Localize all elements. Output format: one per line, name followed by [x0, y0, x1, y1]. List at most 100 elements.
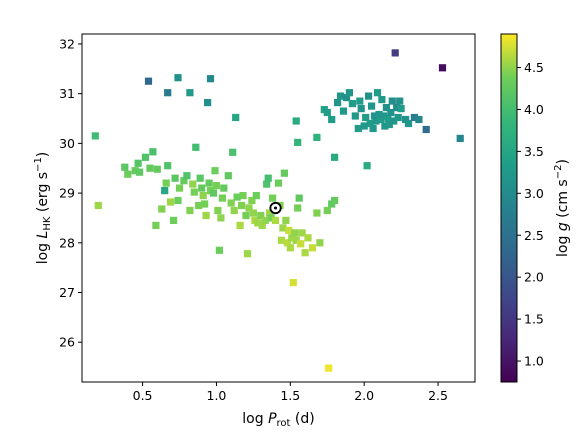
- data-point: [363, 162, 371, 170]
- colorbar-tick-label: 4.5: [524, 60, 544, 75]
- data-point: [190, 188, 198, 196]
- y-axis-ticks: 26 27 28 29 30 31 32: [59, 36, 82, 350]
- data-point: [146, 164, 154, 172]
- x-tick-label: 2.0: [354, 388, 374, 403]
- data-point: [215, 246, 223, 254]
- data-point: [279, 224, 287, 232]
- x-tick-label: 2.5: [428, 388, 448, 403]
- data-point: [334, 99, 342, 107]
- data-point: [267, 214, 275, 222]
- data-point: [277, 236, 286, 244]
- colorbar-tick-label: 4.0: [524, 102, 544, 117]
- data-point: [211, 167, 219, 175]
- data-point: [294, 204, 302, 212]
- data-point: [390, 117, 398, 125]
- data-point: [174, 74, 182, 82]
- data-point: [198, 184, 206, 192]
- data-point: [189, 180, 197, 188]
- data-point: [285, 226, 293, 234]
- data-point: [232, 113, 240, 122]
- data-point: [282, 216, 290, 224]
- data-point: [438, 64, 447, 72]
- data-point: [323, 108, 331, 117]
- data-point: [183, 172, 191, 180]
- data-point: [152, 221, 160, 229]
- x-axis-label: log Prot (d): [242, 411, 314, 429]
- data-point: [339, 107, 348, 115]
- data-point: [283, 239, 291, 247]
- data-point: [388, 97, 396, 105]
- data-point: [385, 120, 393, 129]
- data-point: [224, 172, 232, 180]
- data-point: [365, 92, 373, 100]
- x-tick-label: 1.5: [280, 388, 300, 403]
- data-point: [402, 115, 410, 124]
- data-point: [372, 117, 380, 125]
- data-point: [394, 113, 402, 122]
- data-point: [356, 97, 364, 105]
- data-point: [252, 192, 260, 200]
- data-point: [238, 201, 246, 210]
- data-point: [170, 216, 178, 224]
- plot-frame: [81, 33, 476, 383]
- data-point: [295, 194, 303, 202]
- data-point: [158, 205, 166, 213]
- data-point: [375, 110, 383, 119]
- colorbar-tick-label: 1.5: [524, 312, 544, 327]
- data-point: [121, 163, 129, 171]
- data-point: [301, 249, 309, 257]
- x-tick-label: 0.5: [133, 388, 153, 403]
- data-point: [360, 122, 368, 130]
- data-point: [328, 115, 336, 124]
- data-point: [331, 196, 339, 205]
- data-point: [249, 209, 257, 217]
- data-point: [186, 89, 194, 97]
- data-point: [206, 75, 215, 83]
- data-point: [236, 221, 244, 229]
- data-point: [227, 199, 235, 207]
- data-point: [264, 174, 272, 182]
- data-point: [404, 119, 413, 128]
- y-tick-label: 28: [59, 235, 75, 250]
- data-point: [384, 114, 392, 123]
- x-axis-ticks: 0.5 1.0 1.5 2.0 2.5: [133, 382, 448, 403]
- data-point: [131, 167, 139, 175]
- data-point: [382, 104, 390, 112]
- data-point: [263, 180, 271, 188]
- data-point: [195, 201, 203, 210]
- data-point: [218, 194, 226, 202]
- data-point: [292, 117, 300, 125]
- data-point: [331, 153, 339, 161]
- data-point: [192, 143, 200, 151]
- colorbar: [500, 33, 518, 383]
- sun-marker: [269, 201, 282, 215]
- data-point: [202, 211, 210, 220]
- colorbar-tick-label: 1.0: [524, 354, 544, 369]
- data-point: [387, 108, 395, 117]
- data-point: [204, 99, 212, 107]
- y-tick-label: 26: [59, 335, 75, 350]
- data-point: [91, 132, 99, 140]
- data-point: [196, 174, 204, 182]
- data-point: [271, 216, 280, 224]
- data-point: [373, 89, 382, 97]
- data-point: [243, 250, 252, 258]
- data-point: [245, 204, 253, 212]
- data-points: [91, 49, 464, 372]
- data-point: [261, 216, 269, 224]
- data-point: [325, 364, 333, 372]
- data-point: [153, 165, 161, 173]
- data-point: [422, 125, 430, 134]
- colorbar-ticks: 1.0 1.5 2.0 2.5 3.0 3.5 4.0 4.5: [517, 60, 544, 369]
- data-point: [345, 89, 353, 97]
- data-point: [141, 153, 150, 161]
- data-point: [370, 112, 379, 120]
- data-point: [180, 177, 188, 185]
- data-point: [415, 115, 423, 124]
- y-tick-label: 32: [59, 36, 75, 51]
- data-point: [366, 119, 374, 128]
- data-point: [258, 221, 266, 229]
- data-point: [362, 113, 370, 122]
